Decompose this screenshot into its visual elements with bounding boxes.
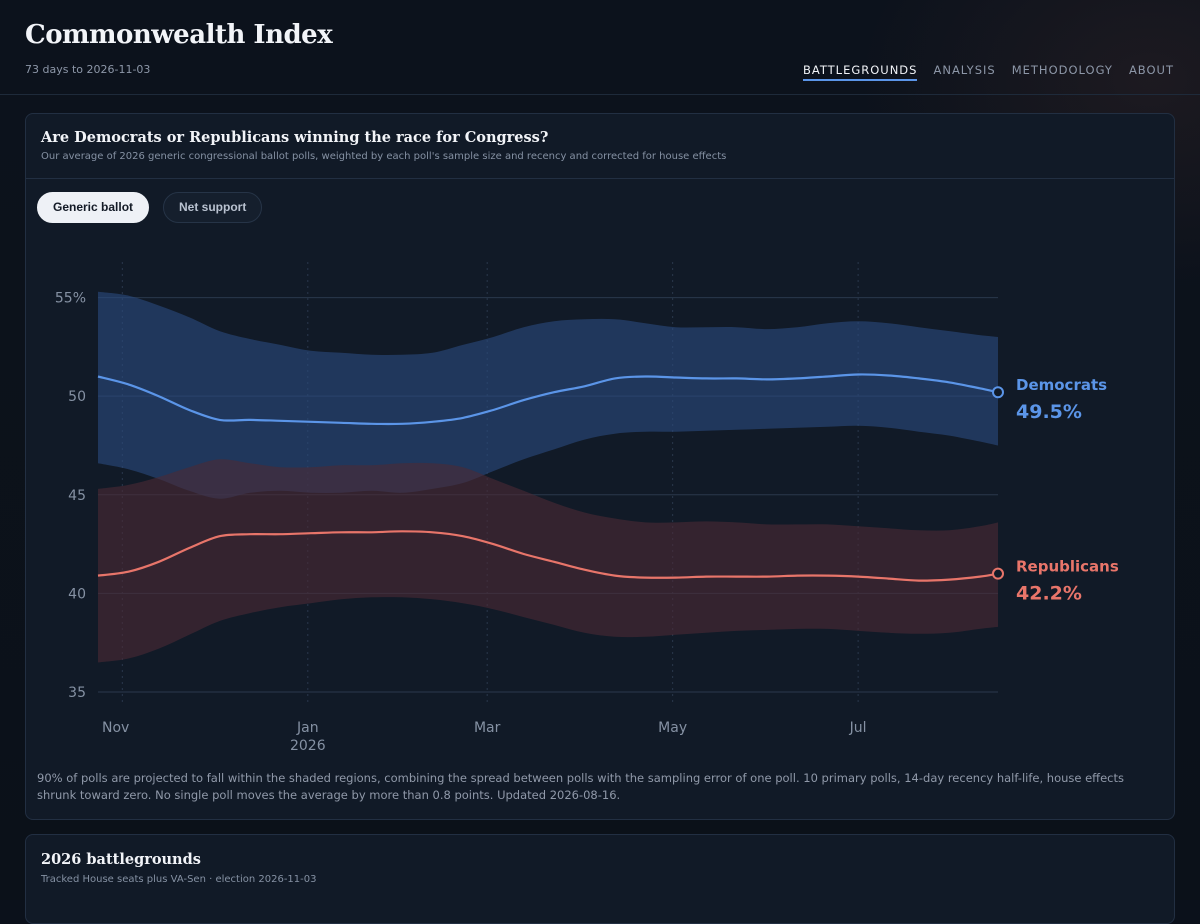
x-tick-label: Jan — [296, 720, 319, 736]
republicans-endpoint — [992, 567, 1004, 580]
nav-about[interactable]: ABOUT — [1128, 63, 1174, 77]
democrats-line — [97, 373, 999, 426]
x-tick-label: Nov — [102, 720, 129, 736]
nav-battlegrounds[interactable]: BATTLEGROUNDS — [802, 63, 918, 81]
republicans-line — [97, 530, 999, 582]
nav-methodology[interactable]: METHODOLOGY — [1011, 63, 1113, 77]
y-tick-label: 55% — [55, 291, 86, 307]
top-bar: Commonwealth Index 73 days to 2026-11-03… — [0, 0, 1200, 95]
battlegrounds-subtitle: Tracked House seats plus VA-Sen · electi… — [41, 874, 317, 885]
democrats-value: 49.5% — [1016, 401, 1082, 423]
net-support-toggle[interactable]: Net support — [163, 192, 263, 223]
republicans-label: Republicans — [1016, 558, 1119, 576]
generic-ballot-toggle[interactable]: Generic ballot — [37, 192, 150, 223]
battlegrounds-card: 2026 battlegrounds Tracked House seats p… — [25, 834, 1175, 924]
x-tick-sublabel: 2026 — [290, 738, 326, 754]
y-tick-label: 35 — [68, 685, 86, 701]
card-subtitle: Our average of 2026 generic congressiona… — [41, 151, 727, 162]
democrats-label: Democrats — [1016, 376, 1107, 394]
democrats-uncertainty-band — [98, 291, 998, 499]
y-tick-label: 50 — [68, 389, 86, 405]
x-tick-label: May — [658, 720, 687, 736]
election-countdown: 73 days to 2026-11-03 — [25, 63, 151, 76]
site-title[interactable]: Commonwealth Index — [25, 20, 333, 50]
republicans-value: 42.2% — [1016, 583, 1082, 605]
generic-ballot-card: Are Democrats or Republicans winning the… — [25, 113, 1175, 820]
card-header: Are Democrats or Republicans winning the… — [26, 114, 1174, 179]
generic-ballot-chart: Democrats 49.5% Republicans 42.2% 35 40 45 50 55… — [55, 262, 1119, 754]
y-tick-label: 40 — [68, 586, 86, 602]
chart-footnote: 90% of polls are projected to fall withi… — [37, 771, 1125, 802]
x-tick-label: Jul — [849, 720, 867, 736]
democrats-endpoint — [992, 386, 1004, 399]
x-tick-label: Mar — [474, 720, 501, 736]
y-tick-label: 45 — [68, 488, 86, 504]
battlegrounds-title: 2026 battlegrounds — [41, 851, 201, 868]
main-nav: BATTLEGROUNDS ANALYSIS METHODOLOGY ABOUT — [802, 63, 1174, 81]
card-title: Are Democrats or Republicans winning the… — [41, 129, 549, 146]
nav-analysis[interactable]: ANALYSIS — [933, 63, 996, 77]
